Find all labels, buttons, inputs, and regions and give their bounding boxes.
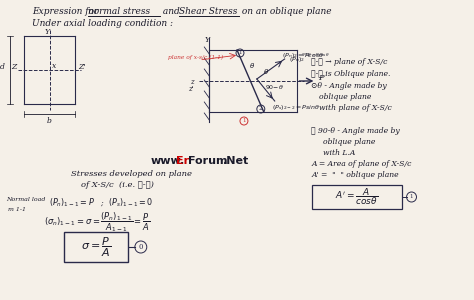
Text: Expression for: Expression for [32, 7, 101, 16]
Text: $(P_s)_{2-2} = Psin\theta$: $(P_s)_{2-2} = Psin\theta$ [272, 103, 320, 112]
Text: oblique plane: oblique plane [319, 93, 372, 101]
Text: Normal load: Normal load [6, 197, 46, 202]
Text: A = Area of plane of X-S/c: A = Area of plane of X-S/c [311, 160, 412, 168]
Text: 1: 1 [238, 50, 242, 56]
Text: $(P_n)_2 = Pcos\theta$: $(P_n)_2 = Pcos\theta$ [282, 51, 324, 60]
FancyBboxPatch shape [64, 232, 128, 262]
Text: of X-S/c  (i.e. ①-①): of X-S/c (i.e. ①-①) [82, 181, 154, 189]
Text: with plane of X-S/c: with plane of X-S/c [319, 104, 392, 112]
Text: ①-① → plane of X-S/c: ①-① → plane of X-S/c [311, 58, 388, 66]
Text: on an oblique plane: on an oblique plane [239, 7, 332, 16]
Text: $(P_n)_2$: $(P_n)_2$ [289, 55, 304, 64]
Text: and: and [160, 7, 182, 16]
Text: normal stress: normal stress [88, 7, 150, 16]
Text: z': z' [188, 85, 193, 93]
Text: Under axial loading condition :: Under axial loading condition : [32, 19, 173, 28]
Text: Y: Y [45, 28, 50, 36]
Text: m 1-1: m 1-1 [8, 207, 26, 212]
Text: 1: 1 [410, 194, 413, 200]
Text: A' =  "  " oblique plane: A' = " " oblique plane [311, 171, 399, 179]
Text: www.: www. [151, 156, 185, 166]
Text: 2: 2 [259, 106, 263, 112]
Text: $(\sigma_n)_{1-1} = \sigma = \dfrac{(P_n)_{1-1}}{A_{1-1}} = \dfrac{P}{A}$: $(\sigma_n)_{1-1} = \sigma = \dfrac{(P_n… [44, 210, 150, 234]
Text: $A' = \dfrac{A}{cos\theta}$: $A' = \dfrac{A}{cos\theta}$ [336, 187, 379, 207]
Text: Z: Z [11, 63, 17, 71]
Text: ⊙θ - Angle made by: ⊙θ - Angle made by [311, 82, 387, 90]
Text: ∴ 90-θ - Angle made by: ∴ 90-θ - Angle made by [311, 127, 400, 135]
Text: oblique plane: oblique plane [323, 138, 376, 146]
Text: P: P [319, 74, 324, 82]
Text: ②-② is Oblique plane.: ②-② is Oblique plane. [311, 70, 391, 78]
Text: $(P_n)_{1-1} = P$   ;  $(P_s)_{1-1} = 0$: $(P_n)_{1-1} = P$ ; $(P_s)_{1-1} = 0$ [49, 196, 153, 208]
Text: .Net: .Net [223, 156, 249, 166]
Text: Y: Y [205, 36, 210, 44]
Text: plane of x-s/c (1-1): plane of x-s/c (1-1) [168, 55, 223, 60]
FancyBboxPatch shape [312, 185, 401, 209]
Text: Stresses developed on plane: Stresses developed on plane [72, 170, 192, 178]
Text: 1: 1 [242, 118, 246, 124]
Text: Forum: Forum [189, 156, 228, 166]
Text: x: x [52, 62, 56, 70]
Text: Er: Er [175, 156, 189, 166]
Text: $\sigma = \dfrac{P}{A}$: $\sigma = \dfrac{P}{A}$ [81, 235, 111, 259]
Text: $\theta$: $\theta$ [263, 68, 269, 76]
Text: d: d [0, 63, 4, 71]
Text: z: z [190, 78, 193, 86]
Text: Shear Stress: Shear Stress [180, 7, 238, 16]
Text: Z': Z' [78, 63, 86, 71]
Text: b: b [47, 117, 52, 125]
Text: 0: 0 [138, 243, 143, 251]
Text: $\theta$: $\theta$ [249, 61, 255, 70]
Text: with L.A: with L.A [323, 149, 356, 157]
Text: $^{(P_n)_2=Pcos\theta}$: $^{(P_n)_2=Pcos\theta}$ [301, 52, 330, 59]
Text: $90{-}\theta$: $90{-}\theta$ [265, 83, 283, 91]
